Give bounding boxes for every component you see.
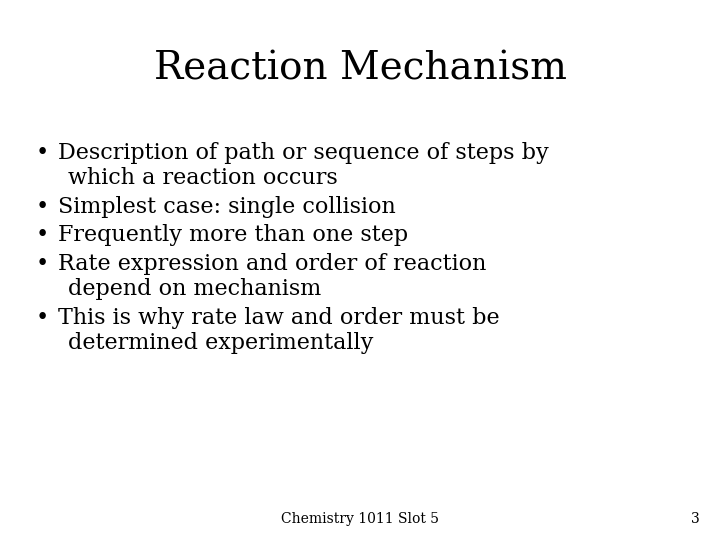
Text: determined experimentally: determined experimentally [68,332,374,354]
Text: Frequently more than one step: Frequently more than one step [58,225,408,246]
Text: •: • [35,142,49,164]
Text: which a reaction occurs: which a reaction occurs [68,167,338,189]
Text: •: • [35,253,49,275]
Text: Simplest case: single collision: Simplest case: single collision [58,195,396,218]
Text: depend on mechanism: depend on mechanism [68,278,321,300]
Text: •: • [35,225,49,246]
Text: Description of path or sequence of steps by: Description of path or sequence of steps… [58,142,549,164]
Text: This is why rate law and order must be: This is why rate law and order must be [58,307,500,329]
Text: Rate expression and order of reaction: Rate expression and order of reaction [58,253,487,275]
Text: 3: 3 [691,512,700,526]
Text: Chemistry 1011 Slot 5: Chemistry 1011 Slot 5 [281,512,439,526]
Text: Reaction Mechanism: Reaction Mechanism [153,50,567,87]
Text: •: • [35,195,49,218]
Text: •: • [35,307,49,329]
